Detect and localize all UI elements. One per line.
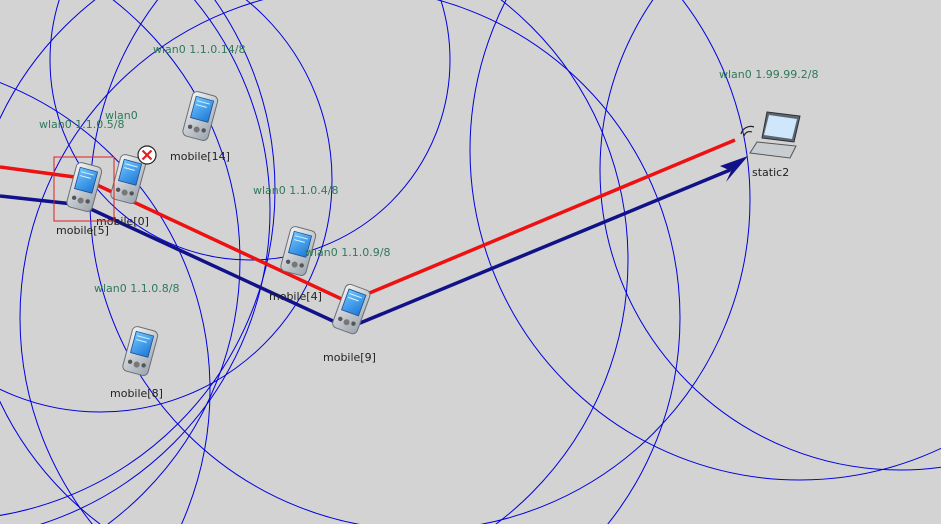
address-label: wlan0 1.1.0.14/8 (153, 43, 245, 56)
pda-icon (122, 325, 159, 376)
error-x-icon (138, 146, 156, 164)
pda-icon (331, 283, 371, 335)
laptop-icon (750, 112, 800, 158)
address-label: wlan0 1.1.0.9/8 (305, 246, 390, 259)
address-label: wlan0 1.1.0.5/8 (39, 118, 124, 131)
node-label: mobile[4] (269, 290, 322, 303)
node-label: mobile[9] (323, 351, 376, 364)
node-mobile-8[interactable]: wlan0 1.1.0.8/8 mobile[8] (94, 282, 179, 400)
pda-icon (66, 161, 103, 212)
node-mobile-14[interactable]: wlan0 1.1.0.14/8 mobile[14] (153, 43, 245, 163)
node-label: mobile[5] (56, 224, 109, 237)
node-mobile-4[interactable]: wlan0 1.1.0.4/8 mobile[4] (253, 184, 338, 303)
address-label: wlan0 1.1.0.8/8 (94, 282, 179, 295)
node-label: mobile[14] (170, 150, 230, 163)
node-label: static2 (752, 166, 789, 179)
address-label: wlan0 1.1.0.4/8 (253, 184, 338, 197)
address-label: wlan0 1.99.99.2/8 (719, 68, 818, 81)
node-mobile-9[interactable]: wlan0 1.1.0.9/8 mobile[9] (305, 246, 390, 364)
pda-icon (182, 90, 219, 141)
node-label: mobile[8] (110, 387, 163, 400)
route-arrow-head (720, 156, 748, 182)
